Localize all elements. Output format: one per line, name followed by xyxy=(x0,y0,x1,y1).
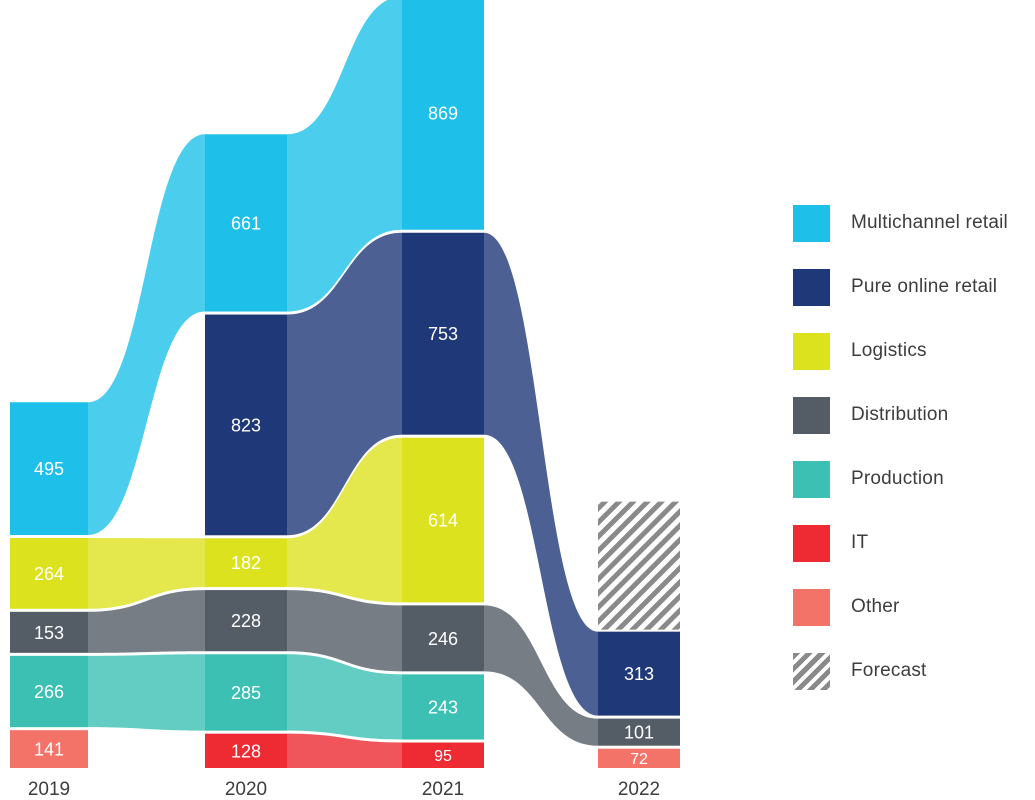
legend-swatch-other xyxy=(793,589,830,626)
value-label-production-2019: 266 xyxy=(34,682,64,702)
bar-pure-online-retail-2022 xyxy=(598,631,680,716)
bar-production-2021 xyxy=(402,674,484,740)
value-label-pure-online-retail-2021: 753 xyxy=(428,324,458,344)
x-axis: 2019 2020 2021 2022 xyxy=(28,779,660,800)
legend-label-it: IT xyxy=(851,532,869,553)
flow-it-2020-2021 xyxy=(287,733,402,768)
value-label-multichannel-retail-2019: 495 xyxy=(34,459,64,479)
bar-other-2022 xyxy=(598,748,680,768)
legend-swatch-logistics xyxy=(793,333,830,370)
legend-swatch-it xyxy=(793,525,830,562)
value-label-it-2020: 128 xyxy=(231,741,261,761)
value-label-logistics-2021: 614 xyxy=(428,511,458,531)
bar-multichannel-retail-2020 xyxy=(205,134,287,312)
flow-pure-online-retail-2021-2022 xyxy=(484,232,598,716)
legend-label-logistics: Logistics xyxy=(851,340,927,361)
bar-pure-online-retail-2021 xyxy=(402,232,484,435)
bar-multichannel-retail-2021 xyxy=(402,0,484,230)
legend-swatch-distribution xyxy=(793,397,830,434)
flow-pure-online-retail-2020-2021 xyxy=(287,232,402,536)
bar-distribution-2021 xyxy=(402,605,484,672)
legend-label-production: Production xyxy=(851,468,944,489)
bar-logistics-2020 xyxy=(205,538,287,588)
legend-swatch-forecast xyxy=(793,653,830,690)
legend-swatch-multichannel-retail xyxy=(793,205,830,242)
flow-multichannel-retail-2020-2021 xyxy=(287,0,402,312)
bar-production-2019 xyxy=(10,655,88,728)
flow-logistics-2019-2020 xyxy=(88,538,205,609)
bar-multichannel-retail-2019 xyxy=(10,402,88,536)
bar-it-2021 xyxy=(402,742,484,768)
value-label-multichannel-retail-2020: 661 xyxy=(231,213,261,233)
legend-label-distribution: Distribution xyxy=(851,404,949,425)
value-label-multichannel-retail-2021: 869 xyxy=(428,104,458,124)
bar-production-2020 xyxy=(205,654,287,731)
flow-production-2019-2020 xyxy=(88,654,205,731)
value-label-other-2019: 141 xyxy=(34,740,64,760)
value-label-distribution-2021: 246 xyxy=(428,629,458,649)
value-label-distribution-2020: 228 xyxy=(231,611,261,631)
bar-it-2020 xyxy=(205,733,287,768)
bar-distribution-2019 xyxy=(10,611,88,653)
flow-production-2020-2021 xyxy=(287,654,402,740)
legend-swatch-production xyxy=(793,461,830,498)
bar-distribution-2020 xyxy=(205,590,287,652)
bar-distribution-2022 xyxy=(598,718,680,746)
legend-label-other: Other xyxy=(851,596,900,617)
value-label-production-2020: 285 xyxy=(231,683,261,703)
value-label-logistics-2020: 182 xyxy=(231,553,261,573)
x-tick-label-2022: 2022 xyxy=(618,779,660,800)
value-label-pure-online-retail-2022: 313 xyxy=(624,664,654,684)
flow-multichannel-retail-2019-2020 xyxy=(88,134,205,536)
legend-swatch-pure-online-retail xyxy=(793,269,830,306)
forecast-block-2022 xyxy=(598,501,680,630)
year-columns xyxy=(10,0,680,768)
bar-logistics-2021 xyxy=(402,437,484,603)
value-labels: 495 661 869 823 753 313 264 182 614 153 228 246 101 2… xyxy=(34,104,654,768)
x-tick-label-2020: 2020 xyxy=(225,779,267,800)
flow-distribution-2019-2020 xyxy=(88,590,205,653)
legend-label-pure-online-retail: Pure online retail xyxy=(851,276,998,297)
value-label-distribution-2019: 153 xyxy=(34,623,64,643)
flow-bands xyxy=(88,0,598,768)
value-label-distribution-2022: 101 xyxy=(624,723,654,743)
bar-pure-online-retail-2020 xyxy=(205,314,287,536)
value-label-pure-online-retail-2020: 823 xyxy=(231,415,261,435)
flow-distribution-2021-2022 xyxy=(484,605,598,746)
value-label-it-2021: 95 xyxy=(434,748,452,765)
value-label-other-2022: 72 xyxy=(630,751,648,768)
bar-logistics-2019 xyxy=(10,538,88,609)
legend-label-multichannel-retail: Multichannel retail xyxy=(851,212,1008,233)
x-tick-label-2019: 2019 xyxy=(28,779,70,800)
bar-other-2019 xyxy=(10,730,88,768)
x-tick-label-2021: 2021 xyxy=(422,779,464,800)
flow-logistics-2020-2021 xyxy=(287,437,402,603)
value-label-production-2021: 243 xyxy=(428,697,458,717)
legend-label-forecast: Forecast xyxy=(851,660,927,681)
value-label-logistics-2019: 264 xyxy=(34,564,64,584)
flow-distribution-2020-2021 xyxy=(287,590,402,672)
